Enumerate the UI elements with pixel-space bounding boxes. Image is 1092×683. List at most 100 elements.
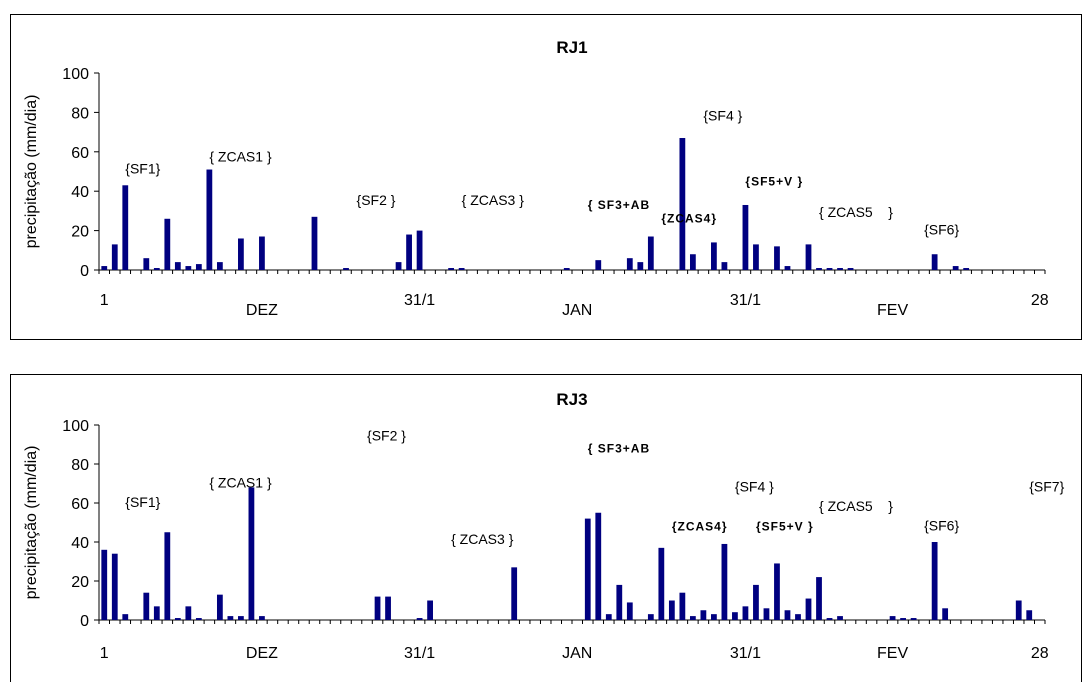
month-label: DEZ xyxy=(246,645,278,662)
bar xyxy=(238,238,244,270)
event-annotation: {SF5+V } xyxy=(745,174,803,188)
x-tick-label: 31/1 xyxy=(404,645,435,662)
bar xyxy=(910,618,917,620)
bar xyxy=(689,616,696,620)
bar xyxy=(511,567,518,620)
y-tick-label: 60 xyxy=(71,496,89,513)
y-axis-label: precipitação (mm/dia) xyxy=(23,446,40,600)
event-annotation: { SF3+AB xyxy=(588,441,650,455)
bar xyxy=(753,244,759,270)
event-annotation: {ZCAS4} xyxy=(661,212,717,226)
event-annotation: { ZCAS1 } xyxy=(209,149,272,165)
event-annotation: {SF6} xyxy=(924,222,959,238)
bar xyxy=(1015,600,1022,620)
event-annotation: {SF2 } xyxy=(367,428,406,444)
bar xyxy=(637,262,644,270)
bar xyxy=(416,618,423,620)
bar xyxy=(584,518,591,620)
bar xyxy=(143,258,150,270)
bar xyxy=(942,608,949,620)
bar xyxy=(700,610,707,620)
event-annotation: { ZCAS1 } xyxy=(209,474,272,490)
bar xyxy=(143,592,150,620)
bar xyxy=(406,234,412,270)
bar xyxy=(111,244,118,270)
bar xyxy=(816,268,822,270)
month-label: JAN xyxy=(562,302,592,319)
y-axis-label: precipitação (mm/dia) xyxy=(23,95,40,249)
bar xyxy=(374,596,381,620)
bar xyxy=(227,616,234,620)
bar xyxy=(900,618,906,620)
bar xyxy=(826,618,833,620)
bar xyxy=(847,268,854,270)
bar xyxy=(563,268,570,270)
month-label: FEV xyxy=(877,302,908,319)
y-tick-label: 80 xyxy=(71,457,89,474)
bar xyxy=(647,614,654,620)
y-tick-label: 0 xyxy=(80,613,89,630)
bar xyxy=(711,242,717,270)
x-tick-label: 31/1 xyxy=(404,292,435,309)
x-tick-label: 1 xyxy=(100,292,109,309)
bar xyxy=(826,268,833,270)
bar xyxy=(679,592,686,620)
bar xyxy=(153,606,160,620)
bar xyxy=(605,614,612,620)
x-tick-label: 31/1 xyxy=(730,645,761,662)
bar xyxy=(784,610,791,620)
bar xyxy=(238,616,244,620)
y-tick-label: 100 xyxy=(62,66,89,83)
bar xyxy=(164,218,171,270)
bar xyxy=(416,230,423,270)
bar xyxy=(248,487,255,620)
bar xyxy=(763,608,770,620)
bar xyxy=(122,614,129,620)
bar xyxy=(774,563,780,620)
bar xyxy=(795,614,801,620)
y-tick-label: 40 xyxy=(71,535,89,552)
chart-title: RJ1 xyxy=(556,38,587,57)
bar xyxy=(753,584,759,620)
bar xyxy=(647,236,654,270)
event-annotation: { ZCAS5 } xyxy=(819,204,893,220)
event-annotation: {ZCAS4} xyxy=(672,519,728,533)
bar xyxy=(343,268,349,270)
bar xyxy=(837,268,843,270)
event-annotation: { SF3+AB xyxy=(588,198,650,212)
event-annotation: {SF6} xyxy=(924,517,959,533)
bar xyxy=(626,258,633,270)
chart-panel-rj3: RJ3 precipitação (mm/dia) 0 20 40 60 80 100 1 31/… xyxy=(10,374,1082,682)
x-tick-label: 28 xyxy=(1031,292,1049,309)
bar xyxy=(111,553,118,620)
event-annotation: {SF1} xyxy=(125,160,160,176)
bar xyxy=(816,577,822,620)
month-label: FEV xyxy=(877,645,908,662)
bar xyxy=(784,266,791,270)
event-annotation: { ZCAS3 } xyxy=(451,531,514,547)
event-annotation: {SF1} xyxy=(125,494,160,510)
bar xyxy=(216,262,223,270)
event-annotation: { ZCAS5 } xyxy=(819,498,893,514)
bar xyxy=(742,606,749,620)
y-tick-label: 20 xyxy=(71,574,89,591)
bar xyxy=(216,594,223,620)
bar xyxy=(174,618,181,620)
chart-rj3: RJ3 precipitação (mm/dia) 0 20 40 60 80 100 1 31/… xyxy=(23,390,1065,662)
event-annotation: {SF4 } xyxy=(703,107,742,123)
bar xyxy=(595,260,602,270)
event-annotation: { ZCAS3 } xyxy=(462,192,525,208)
bar xyxy=(395,262,402,270)
bar xyxy=(805,598,812,620)
bar xyxy=(101,549,108,620)
bar xyxy=(311,216,318,270)
bar xyxy=(185,606,192,620)
bar xyxy=(668,600,675,620)
bar xyxy=(427,600,433,620)
bar xyxy=(931,542,938,620)
bar xyxy=(195,618,202,620)
bar xyxy=(1026,610,1033,620)
event-annotation: {SF2 } xyxy=(357,192,396,208)
y-tick-label: 80 xyxy=(71,105,89,122)
month-label: JAN xyxy=(562,645,592,662)
